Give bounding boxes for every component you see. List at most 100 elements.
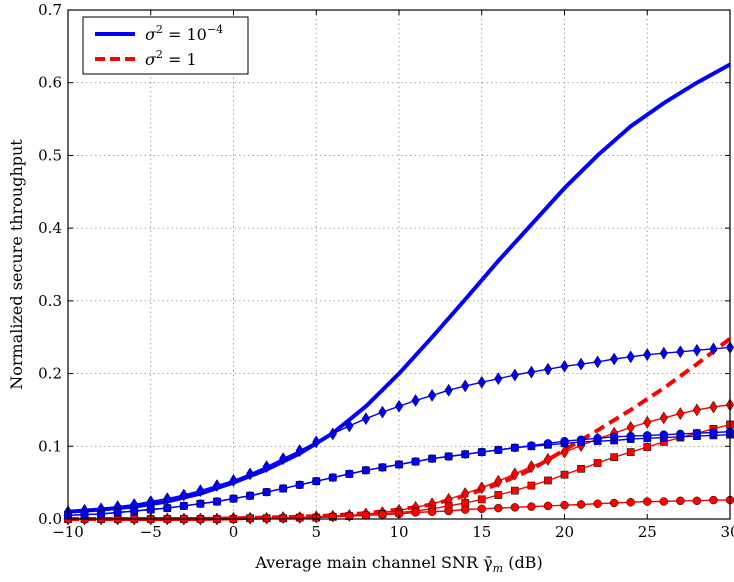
data-point <box>262 487 271 497</box>
data-point <box>477 375 486 389</box>
data-point <box>659 411 668 425</box>
data-point <box>609 432 619 442</box>
x-axis-label-main: Average main channel SNR γ̄ <box>254 553 492 572</box>
data-point <box>527 365 536 379</box>
data-point <box>345 469 354 479</box>
data-point <box>427 454 437 463</box>
data-point <box>510 503 520 512</box>
data-point <box>444 383 453 397</box>
x-tick-label: 10 <box>389 523 408 541</box>
data-point <box>543 439 553 448</box>
y-tick-label: 0.0 <box>38 510 62 528</box>
data-point <box>676 429 685 439</box>
data-point <box>593 434 602 443</box>
data-point <box>411 457 420 466</box>
data-point <box>543 501 553 511</box>
x-tick-label: −10 <box>52 523 84 541</box>
data-point <box>527 481 536 490</box>
data-point <box>576 357 586 371</box>
y-tick-label: 0.2 <box>38 365 62 383</box>
data-point <box>560 445 569 459</box>
data-point <box>511 486 519 495</box>
data-point <box>543 452 553 466</box>
x-axis-label-unit: (dB) <box>503 553 543 572</box>
data-point <box>163 503 172 513</box>
data-point <box>113 508 122 517</box>
data-point <box>659 430 669 439</box>
data-point <box>295 480 304 490</box>
data-point <box>527 460 536 474</box>
data-point <box>643 348 652 362</box>
data-point <box>692 496 702 506</box>
data-point <box>610 453 618 462</box>
data-point <box>626 420 635 434</box>
series-0 <box>67 62 731 514</box>
data-point <box>345 511 354 521</box>
data-point <box>262 514 271 523</box>
x-tick-label: 25 <box>638 523 657 541</box>
data-point <box>709 400 718 414</box>
data-point <box>278 484 288 493</box>
data-point <box>609 498 619 508</box>
data-point <box>411 394 420 407</box>
x-tick-label: 30 <box>720 523 734 541</box>
data-point <box>692 343 701 357</box>
series-1 <box>63 340 734 519</box>
data-point <box>361 412 370 426</box>
data-point <box>295 444 304 458</box>
data-point <box>576 435 586 444</box>
data-point <box>510 467 519 481</box>
data-point <box>560 500 569 510</box>
legend: σ2 = 10−4 σ2 = 1 <box>82 16 249 75</box>
data-point <box>626 350 635 364</box>
data-point <box>477 495 486 504</box>
data-point <box>245 514 255 523</box>
data-point <box>345 419 354 433</box>
data-point <box>96 509 106 519</box>
x-tick-label: 20 <box>555 523 574 541</box>
data-point <box>643 431 652 440</box>
data-point <box>510 368 519 382</box>
data-point <box>593 459 602 467</box>
data-point <box>494 445 503 455</box>
data-point <box>510 443 520 452</box>
data-point <box>460 505 470 514</box>
data-point <box>179 488 188 502</box>
data-point <box>378 510 387 519</box>
data-point <box>361 466 371 475</box>
data-point <box>460 450 470 459</box>
y-axis-label: Normalized secure throughput <box>7 139 26 390</box>
y-tick-label: 0.6 <box>38 74 62 92</box>
data-point <box>643 415 652 429</box>
data-point <box>676 407 685 421</box>
data-point <box>378 405 387 419</box>
data-point <box>709 428 718 437</box>
data-point <box>494 372 503 386</box>
y-tick-label: 0.4 <box>38 219 62 237</box>
x-axis-label-subscript: m <box>493 562 503 575</box>
x-tick-label: 15 <box>472 523 491 541</box>
data-point <box>692 403 701 417</box>
data-point <box>262 460 271 474</box>
data-point <box>80 510 89 519</box>
y-tick-label: 0.7 <box>38 1 62 19</box>
data-point <box>196 499 205 508</box>
data-point <box>676 345 685 359</box>
data-point <box>427 507 437 516</box>
x-tick-label: −5 <box>140 523 162 541</box>
data-point <box>444 452 453 461</box>
data-point <box>494 474 503 488</box>
data-point <box>709 495 718 505</box>
data-point <box>692 428 702 438</box>
data-point <box>527 502 536 511</box>
data-point <box>461 379 470 393</box>
data-point <box>593 499 602 508</box>
data-point <box>361 511 371 520</box>
data-point <box>560 470 569 479</box>
data-point <box>659 346 668 360</box>
data-point <box>328 427 337 441</box>
data-point <box>312 435 321 449</box>
data-point <box>428 388 437 402</box>
data-point <box>245 467 255 481</box>
